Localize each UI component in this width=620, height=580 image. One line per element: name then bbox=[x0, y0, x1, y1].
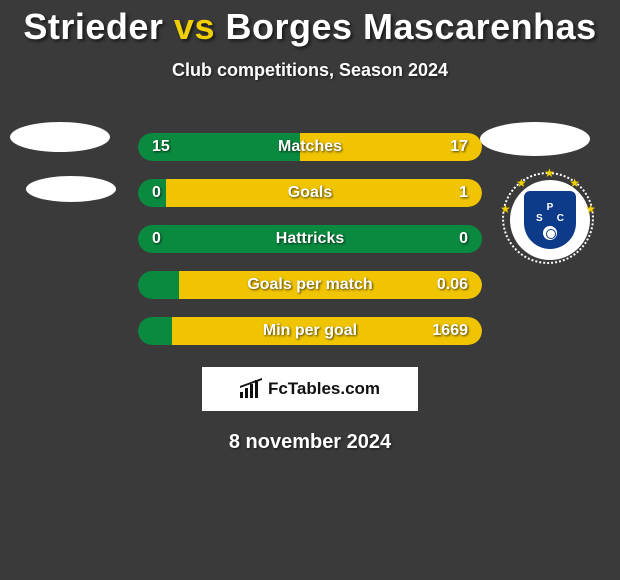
crest-ball-icon bbox=[543, 226, 557, 240]
stat-value-left: 15 bbox=[152, 138, 170, 156]
stat-value-left: 0 bbox=[152, 184, 161, 202]
stat-value-right: 1669 bbox=[432, 322, 468, 340]
stat-bar: Min per goal 1669 bbox=[138, 317, 482, 345]
stat-bar-fill-left bbox=[138, 317, 172, 345]
snapshot-date: 8 november 2024 bbox=[0, 431, 620, 454]
left-club-badge-placeholder-1 bbox=[10, 122, 110, 152]
right-club-crest: ★ ★ ★ ★ ★ P S C bbox=[510, 180, 590, 260]
stat-label: Goals bbox=[288, 184, 332, 202]
stat-bar: 0 Hattricks 0 bbox=[138, 225, 482, 253]
stat-label: Hattricks bbox=[276, 230, 344, 248]
fctables-logo: FcTables.com bbox=[202, 367, 418, 411]
stat-label: Goals per match bbox=[247, 276, 372, 294]
crest-letter-s: S bbox=[536, 213, 543, 224]
logo-text: FcTables.com bbox=[268, 379, 380, 399]
crest-letter-p: P bbox=[547, 202, 554, 213]
stat-label: Min per goal bbox=[263, 322, 357, 340]
stat-value-right: 0.06 bbox=[437, 276, 468, 294]
stat-bars-container: 15 Matches 17 0 Goals 1 0 Hattricks 0 Goals per m… bbox=[138, 133, 482, 345]
left-club-badge-placeholder-2 bbox=[26, 176, 116, 202]
subtitle: Club competitions, Season 2024 bbox=[0, 60, 620, 81]
stat-label: Matches bbox=[278, 138, 342, 156]
stat-value-right: 1 bbox=[459, 184, 468, 202]
player-right-name: Borges Mascarenhas bbox=[225, 6, 596, 47]
stat-bar-fill-left bbox=[138, 271, 179, 299]
right-club-badge-placeholder bbox=[480, 122, 590, 156]
player-left-name: Strieder bbox=[23, 6, 163, 47]
stat-bar: 0 Goals 1 bbox=[138, 179, 482, 207]
title-vs: vs bbox=[174, 6, 215, 47]
logo-chart-icon bbox=[240, 380, 262, 398]
stat-value-right: 17 bbox=[450, 138, 468, 156]
crest-shield: P S C bbox=[524, 191, 576, 249]
comparison-title: Strieder vs Borges Mascarenhas bbox=[0, 0, 620, 48]
stat-value-left: 0 bbox=[152, 230, 161, 248]
stat-value-right: 0 bbox=[459, 230, 468, 248]
stat-bar: Goals per match 0.06 bbox=[138, 271, 482, 299]
stat-bar: 15 Matches 17 bbox=[138, 133, 482, 161]
crest-letter-c: C bbox=[557, 213, 564, 224]
